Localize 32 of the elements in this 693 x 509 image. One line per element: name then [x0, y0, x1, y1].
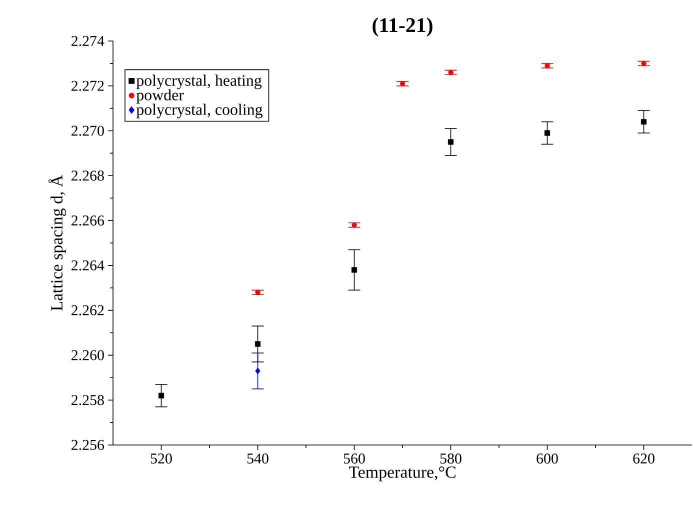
point — [352, 222, 357, 228]
chart-title: (11-21) — [372, 18, 432, 36]
y-tick-label: 2.274 — [72, 36, 104, 46]
y-tick-label: 2.258 — [72, 395, 104, 406]
point — [255, 368, 260, 374]
y-tick-label: 2.264 — [72, 260, 104, 270]
x-tick-label: 620 — [633, 453, 654, 464]
y-tick-label: 2.266 — [72, 215, 104, 226]
y-tick-label: 2.270 — [72, 126, 104, 136]
legend-label: polycrystal, cooling — [136, 104, 262, 118]
point — [158, 392, 164, 398]
point — [641, 60, 646, 66]
x-tick-label: 540 — [247, 453, 268, 464]
y-tick-label: 2.260 — [72, 350, 104, 360]
x-tick-label: 520 — [150, 453, 172, 464]
y-axis-title: Lattice spacing d, Å — [48, 174, 66, 311]
point — [448, 139, 454, 145]
point — [640, 118, 647, 125]
x-tick-label: 580 — [440, 453, 462, 464]
point — [544, 130, 550, 136]
point — [351, 267, 358, 273]
x-axis-title: Temperature,°C — [349, 466, 456, 482]
legend-label: polycrystal, heating — [136, 74, 262, 90]
x-tick-label: 600 — [536, 453, 558, 464]
y-tick-label: 2.272 — [72, 80, 104, 91]
point — [400, 81, 406, 86]
y-tick-label: 2.268 — [72, 170, 104, 181]
legend-label: powder — [136, 89, 184, 104]
point — [254, 341, 261, 347]
x-tick-label: 560 — [344, 453, 365, 464]
y-tick-label: 2.262 — [72, 305, 104, 316]
y-tick-label: 2.256 — [72, 440, 104, 450]
